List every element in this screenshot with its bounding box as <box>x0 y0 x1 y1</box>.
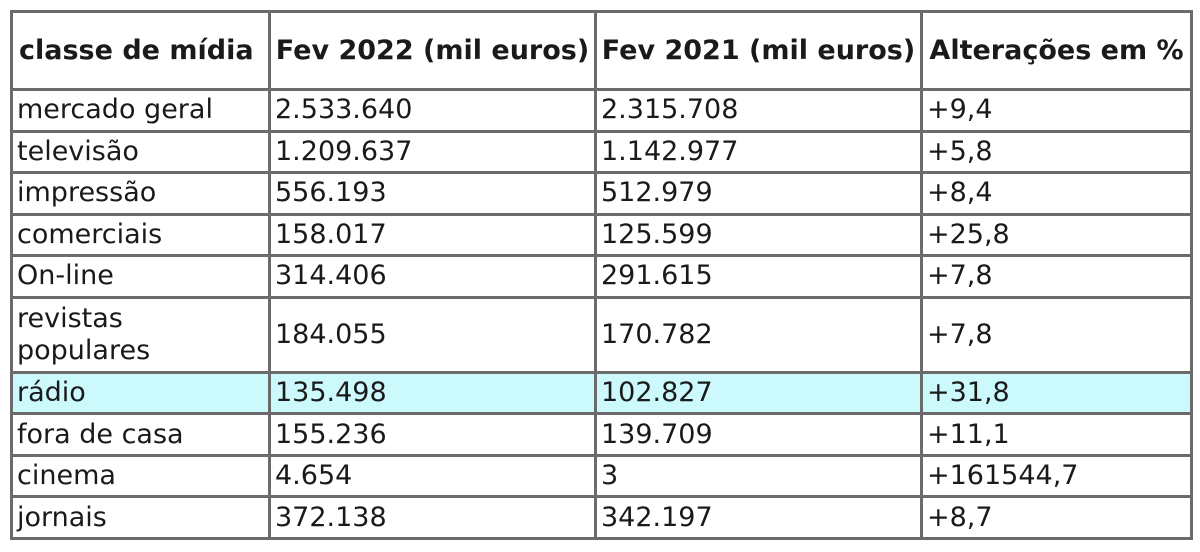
cell-media-class: impressão <box>10 171 271 216</box>
table-row-highlighted: rádio 135.498 102.827 +31,8 <box>10 370 1193 416</box>
cell-feb-2021: 291.615 <box>594 254 923 299</box>
cell-feb-2022: 372.138 <box>268 495 597 540</box>
header-media-class: classe de mídia <box>10 10 271 91</box>
cell-feb-2022: 155.236 <box>268 412 597 457</box>
table-row: cinema 4.654 3 +161544,7 <box>10 453 1193 499</box>
table-row: mercado geral 2.533.640 2.315.708 +9,4 <box>10 88 1193 133</box>
cell-feb-2022: 158.017 <box>268 212 597 258</box>
cell-feb-2022: 184.055 <box>268 295 597 374</box>
cell-change-percent: +7,8 <box>920 295 1193 374</box>
cell-feb-2021: 170.782 <box>594 295 923 374</box>
cell-change-percent: +11,1 <box>920 412 1193 457</box>
cell-media-class: On-line <box>10 254 271 299</box>
table-row: comerciais 158.017 125.599 +25,8 <box>10 212 1193 258</box>
cell-feb-2021: 125.599 <box>594 212 923 258</box>
cell-feb-2022: 4.654 <box>268 453 597 499</box>
cell-media-class: jornais <box>10 495 271 540</box>
cell-change-percent: +7,8 <box>920 254 1193 299</box>
cell-feb-2021: 2.315.708 <box>594 88 923 133</box>
cell-feb-2021: 139.709 <box>594 412 923 457</box>
cell-media-class: comerciais <box>10 212 271 258</box>
table-row: impressão 556.193 512.979 +8,4 <box>10 171 1193 216</box>
cell-media-class: televisão <box>10 129 271 175</box>
table-row: On-line 314.406 291.615 +7,8 <box>10 254 1193 299</box>
cell-change-percent: +8,7 <box>920 495 1193 540</box>
cell-change-percent: +31,8 <box>920 370 1193 416</box>
media-spend-table: classe de mídia Fev 2022 (mil euros) Fev… <box>10 10 1193 540</box>
cell-media-class: rádio <box>10 370 271 416</box>
cell-media-class: mercado geral <box>10 88 271 133</box>
cell-feb-2022: 314.406 <box>268 254 597 299</box>
cell-change-percent: +25,8 <box>920 212 1193 258</box>
cell-feb-2021: 102.827 <box>594 370 923 416</box>
header-feb-2022: Fev 2022 (mil euros) <box>268 10 597 91</box>
cell-feb-2021: 342.197 <box>594 495 923 540</box>
cell-feb-2022: 135.498 <box>268 370 597 416</box>
cell-change-percent: +161544,7 <box>920 453 1193 499</box>
header-row: classe de mídia Fev 2022 (mil euros) Fev… <box>10 10 1193 91</box>
cell-change-percent: +5,8 <box>920 129 1193 175</box>
table-row: jornais 372.138 342.197 +8,7 <box>10 495 1193 540</box>
cell-feb-2021: 3 <box>594 453 923 499</box>
cell-feb-2022: 2.533.640 <box>268 88 597 133</box>
cell-change-percent: +8,4 <box>920 171 1193 216</box>
cell-feb-2022: 1.209.637 <box>268 129 597 175</box>
table-row: televisão 1.209.637 1.142.977 +5,8 <box>10 129 1193 175</box>
cell-media-class: fora de casa <box>10 412 271 457</box>
header-feb-2021: Fev 2021 (mil euros) <box>594 10 923 91</box>
cell-media-class: revistas populares <box>10 295 271 374</box>
cell-feb-2021: 512.979 <box>594 171 923 216</box>
cell-media-class: cinema <box>10 453 271 499</box>
cell-feb-2021: 1.142.977 <box>594 129 923 175</box>
cell-change-percent: +9,4 <box>920 88 1193 133</box>
header-change-percent: Alterações em % <box>920 10 1193 91</box>
cell-feb-2022: 556.193 <box>268 171 597 216</box>
table-row: fora de casa 155.236 139.709 +11,1 <box>10 412 1193 457</box>
table-row: revistas populares 184.055 170.782 +7,8 <box>10 295 1193 374</box>
